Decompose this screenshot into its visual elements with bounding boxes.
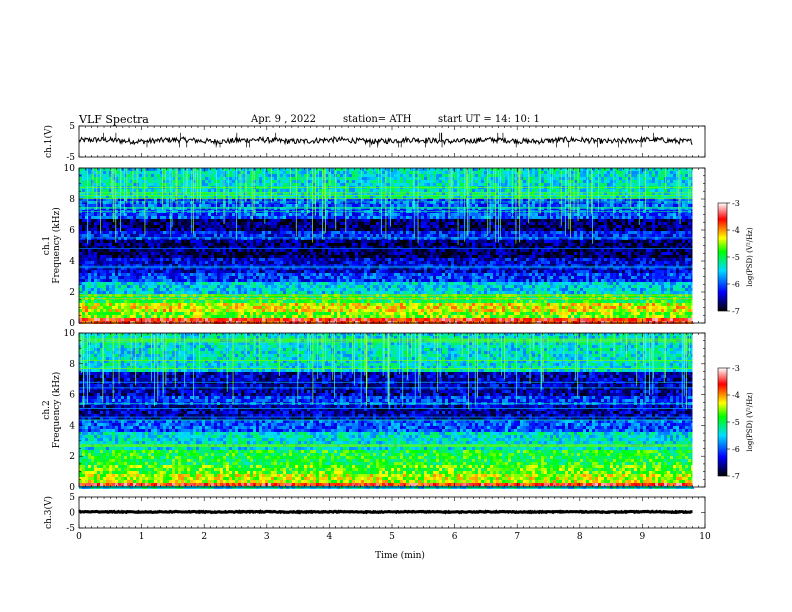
x-tick-label: 0 [76,532,82,542]
ch2-spectrogram-heatmap-cells [79,333,694,489]
ch2-spectrogram-colorbar [717,367,728,477]
x-tick-label: 7 [514,532,520,542]
ch2-spectrogram-colorbar-tick-label: -4 [732,391,740,400]
ch1-spectrogram-colorbar-tick-label: -7 [732,307,740,316]
ch1-waveform-y-tick-label: 5 [69,122,75,132]
start-time-label: start UT = 14: 10: 1 [438,114,540,125]
ch1-spectrogram-blank [692,168,705,323]
chart-title: VLF Spectra [79,113,149,126]
ch1-waveform-series-line [78,135,693,146]
ch1-spectrogram-y-tick-label: 4 [69,257,75,267]
x-tick-label: 2 [201,532,207,542]
ch2-spectrogram-colorbar-tick-label: -3 [732,364,740,373]
ch1-spectrogram-colorbar-tick-label: -3 [732,199,740,208]
ch1-waveform-y-tick-label: -5 [66,153,75,163]
ch1-spectrogram-colorbar [717,202,728,312]
x-tick-label: 6 [452,532,458,542]
ch1-spectrogram-heatmap-cells [79,168,694,324]
ch3-waveform-y-tick-label: -5 [66,524,75,534]
ch2-spectrogram-y-tick-label: 4 [69,421,75,431]
ch2-spectrogram-y-tick-label: 0 [69,483,75,493]
ch2-spectrogram-colorbar-label: log(PSD) (V²/Hz) [746,392,754,451]
x-tick-label: 8 [577,532,583,542]
x-tick-label: 4 [327,532,333,542]
ch1-spectrogram-colorbar-tick-label: -6 [732,280,740,289]
x-tick-label: 10 [699,532,711,542]
x-tick-label: 9 [640,532,646,542]
ch1-waveform-y-axis-label: ch.1(V) [43,125,54,158]
ch2-spectrogram-y-axis-label: ch.2Frequency (kHz) [42,372,62,449]
ch1-spectrogram-y-axis-label: ch.1Frequency (kHz) [42,207,62,284]
x-tick-label: 1 [139,532,145,542]
ch2-spectrogram-colorbar-tick-label: -6 [732,445,740,454]
station-label: station= ATH [343,114,411,125]
x-tick-label: 5 [389,532,395,542]
x-tick-label: 3 [264,532,270,542]
ch2-spectrogram-blank [692,333,705,487]
ch1-spectrogram-y-tick-label: 10 [64,164,76,174]
ch1-spectrogram-y-tick-label: 2 [69,288,75,298]
ch2-spectrogram-y-tick-label: 8 [69,360,75,370]
ch2-spectrogram-colorbar-tick-label: -5 [732,418,740,427]
ch2-spectrogram-colorbar-tick-label: -7 [732,472,740,481]
ch3-waveform-y-tick-label: 5 [69,493,75,503]
ch2-spectrogram-y-tick-label: 10 [64,329,76,339]
ch1-spectrogram-y-tick-label: 8 [69,195,75,205]
ch1-spectrogram-y-tick-label: 6 [69,226,75,236]
ch1-spectrogram-colorbar-tick-label: -4 [732,226,740,235]
date-label: Apr. 9 , 2022 [251,114,316,125]
ch3-waveform-y-tick-label: 0 [69,509,75,519]
ch3-waveform-y-axis-label: ch.3(V) [43,496,54,529]
ch1-spectrogram-colorbar-label: log(PSD) (V²/Hz) [746,227,754,286]
ch2-spectrogram-y-tick-label: 2 [69,452,75,462]
ch1-spectrogram-y-tick-label: 0 [69,319,75,329]
ch1-spectrogram-colorbar-tick-label: -5 [732,253,740,262]
x-axis-label: Time (min) [375,550,425,561]
ch2-spectrogram-y-tick-label: 6 [69,391,75,401]
ch3-waveform-series-line [78,509,693,515]
